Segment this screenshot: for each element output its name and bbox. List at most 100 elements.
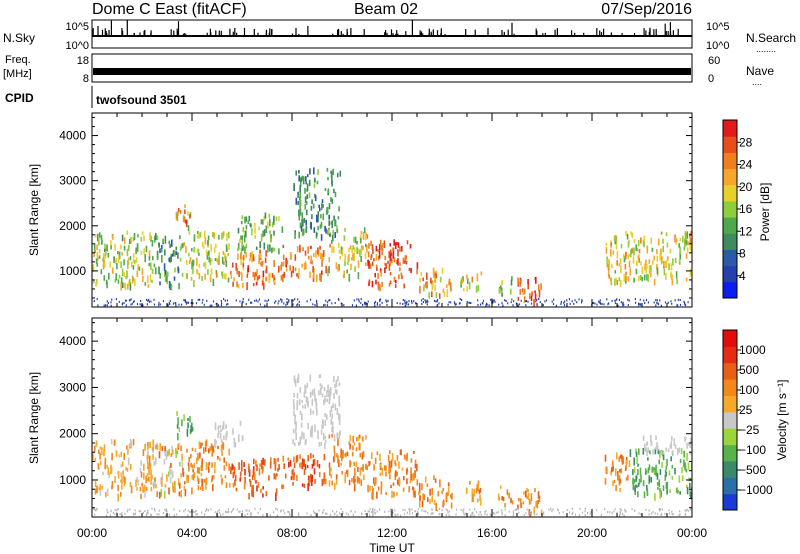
velocity-cell [217,433,219,438]
velocity-cell [170,453,173,457]
velocity-cell [101,447,103,451]
power-cell [214,258,217,262]
power-cell [260,261,262,266]
velocity-cell [176,424,179,429]
power-ground-cell [223,298,225,301]
power-cell [103,248,106,253]
velocity-cell [130,485,133,494]
power-cell [612,250,615,255]
velocity-cell [659,450,661,459]
velocity-cell [328,434,331,439]
power-colorbar-tick-label: 28 [739,135,753,149]
power-cell [159,248,161,253]
velocity-ground-cell [282,509,285,512]
power-cell [605,247,608,254]
velocity-ground-cell [372,508,374,511]
power-ground-cell [448,301,450,304]
power-cell [94,250,96,254]
velocity-cell [129,481,132,487]
velocity-cell [219,425,221,429]
power-cell [650,265,652,272]
power-cell [372,248,374,254]
velocity-cell [251,489,253,497]
power-ground-cell [139,303,141,306]
power-cell [384,262,386,266]
velocity-cell [359,468,362,476]
velocity-ground-cell [469,508,471,511]
velocity-cell [136,476,138,483]
power-cell [155,233,157,241]
velocity-cell [95,440,98,446]
power-cell [395,279,397,284]
velocity-cell [299,454,301,460]
velocity-cell [689,477,692,481]
power-ground-cell [96,298,98,301]
power-cell [258,226,260,231]
power-cell [327,188,330,194]
power-ground-cell [436,300,438,303]
power-cell [433,275,436,283]
power-ground-cell [280,298,282,301]
power-cell [327,268,329,277]
power-cell [120,282,122,291]
velocity-ground-cell [345,512,348,515]
velocity-cell [326,414,328,420]
power-cell [132,265,135,270]
velocity-cell [666,459,668,466]
velocity-ground-cell [394,509,396,512]
freq-label-1: Freq. [5,54,31,66]
power-cell [237,227,240,234]
power-cell [354,266,356,272]
velocity-ground-cell [284,512,286,515]
velocity-cell [389,467,392,474]
velocity-cell [92,454,94,461]
power-ground-cell [542,304,544,307]
power-ground-cell [264,304,266,307]
power-cell [105,279,108,285]
velocity-cell [409,480,412,484]
velocity-cell [303,468,306,475]
power-cell [466,274,468,280]
velocity-ground-cell [92,507,94,510]
velocity-cell [127,457,130,466]
velocity-cell [141,482,143,487]
velocity-cell [671,475,674,480]
velocity-cell [306,382,309,388]
velocity-cell [239,478,241,482]
power-cell [685,233,687,241]
power-cell [196,257,198,266]
power-cell [252,256,255,262]
velocity-cell [255,460,257,467]
power-cell [397,249,399,257]
velocity-cell [619,469,621,473]
power-ground-cell [639,303,641,306]
power-ground-cell [386,300,388,303]
power-ground-cell [422,301,424,304]
velocity-cell [642,480,645,487]
power-ground-cell [286,301,288,304]
velocity-ground-cell [645,508,647,511]
power-cell [210,274,212,278]
power-cell [264,257,267,264]
velocity-cell [301,400,303,404]
power-cell [283,271,286,278]
power-cell [298,268,300,276]
velocity-cell [636,456,638,465]
power-cell [660,231,663,235]
power-cell [392,247,394,251]
power-cell [392,253,395,259]
velocity-cell [339,414,341,422]
velocity-ground-cell [678,514,680,517]
power-cell [346,261,349,265]
velocity-cell [321,478,324,487]
power-ground-cell [184,300,187,303]
velocity-ground-cell [409,508,411,511]
velocity-cell [262,493,264,498]
velocity-ground-cell [523,514,525,517]
velocity-cell [634,485,636,492]
velocity-colorbar-swatch [723,379,737,396]
power-cell [296,273,298,277]
power-cell [375,279,377,285]
power-cell [384,267,386,274]
velocity-cell [117,493,119,502]
